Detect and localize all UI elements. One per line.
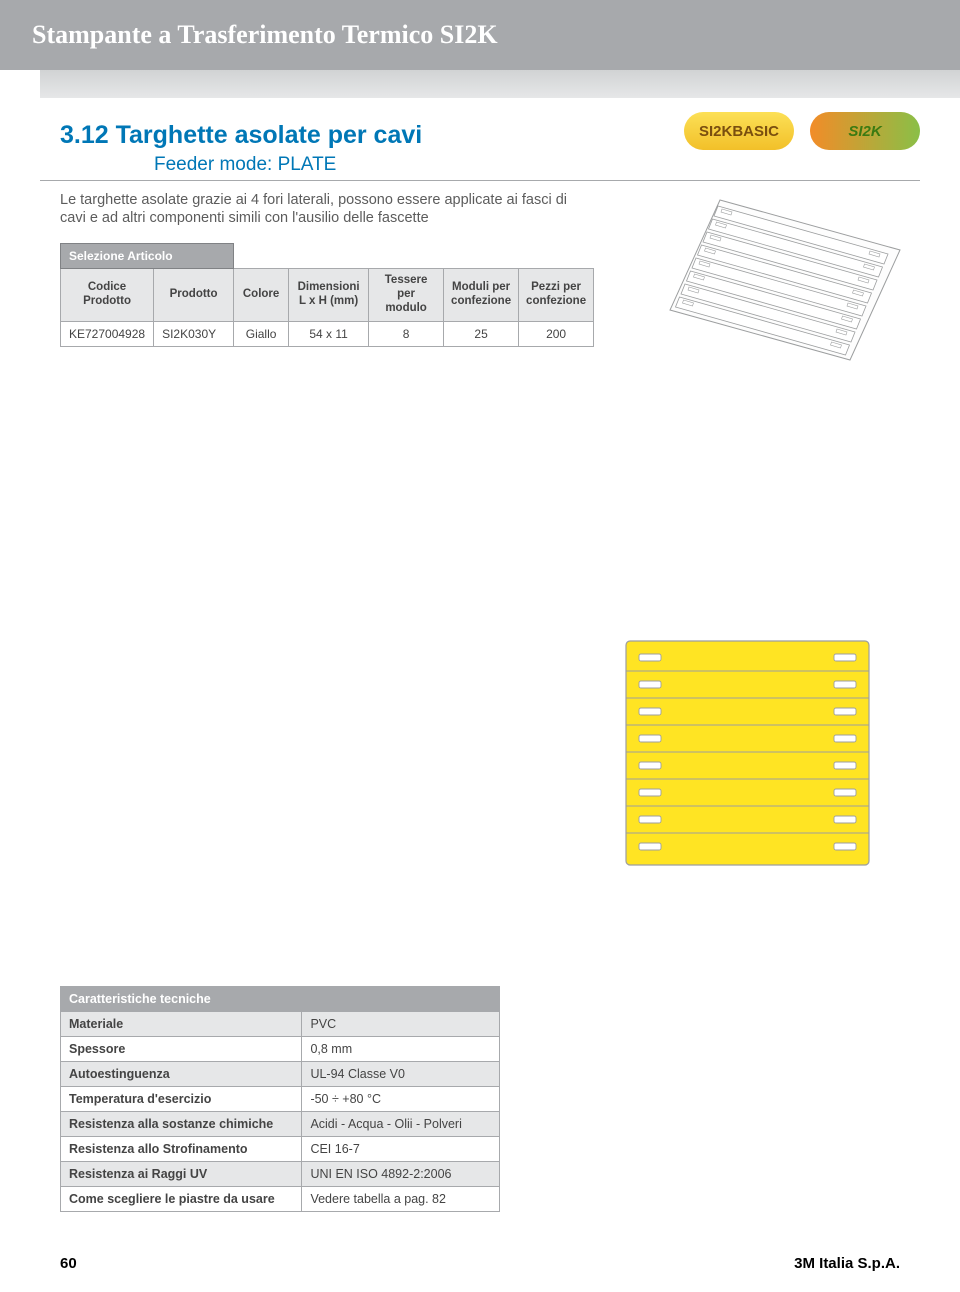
col-colore: Colore — [234, 269, 289, 321]
specs-label: Resistenza ai Raggi UV — [61, 1162, 302, 1187]
specs-row: Resistenza alla sostanze chimicheAcidi -… — [61, 1112, 500, 1137]
specs-label: Resistenza allo Strofinamento — [61, 1137, 302, 1162]
title-bar: Stampante a Trasferimento Termico SI2K — [0, 0, 960, 70]
specs-row: Spessore0,8 mm — [61, 1037, 500, 1062]
specs-label: Temperatura d'esercizio — [61, 1087, 302, 1112]
badge-si2kbasic: SI2KBASIC — [684, 112, 794, 150]
module-svg — [625, 640, 870, 866]
section-description: Le targhette asolate grazie ai 4 fori la… — [0, 191, 620, 227]
specs-row: Resistenza ai Raggi UVUNI EN ISO 4892-2:… — [61, 1162, 500, 1187]
gradient-band — [40, 70, 960, 98]
cell-codice: KE727004928 — [61, 321, 154, 346]
specs-label: Resistenza alla sostanze chimiche — [61, 1112, 302, 1137]
specs-label: Materiale — [61, 1012, 302, 1037]
badges: SI2KBASIC SI2K — [684, 112, 920, 150]
stack-svg — [660, 190, 910, 380]
isometric-diagram — [660, 190, 910, 385]
article-table-wrap: Selezione Articolo Codice Prodotto Prodo… — [60, 243, 630, 346]
table-row: KE727004928 SI2K030Y Giallo 54 x 11 8 25… — [61, 321, 594, 346]
cell-pezzi: 200 — [519, 321, 594, 346]
specs-value: 0,8 mm — [302, 1037, 500, 1062]
cell-tessere: 8 — [369, 321, 444, 346]
page-title: Stampante a Trasferimento Termico SI2K — [32, 20, 498, 50]
specs-row: MaterialePVC — [61, 1012, 500, 1037]
specs-title: Caratteristiche tecniche — [61, 987, 500, 1012]
col-pezzi: Pezzi per confezione — [519, 269, 594, 321]
col-dimensioni: Dimensioni L x H (mm) — [289, 269, 369, 321]
table-header-row: Codice Prodotto Prodotto Colore Dimensio… — [61, 269, 594, 321]
col-prodotto: Prodotto — [154, 269, 234, 321]
feeder-mode: Feeder mode: PLATE — [0, 154, 960, 176]
specs-value: PVC — [302, 1012, 500, 1037]
specs-label: Come scegliere le piastre da usare — [61, 1187, 302, 1212]
specs-value: -50 ÷ +80 °C — [302, 1087, 500, 1112]
specs-value: Acidi - Acqua - Olii - Polveri — [302, 1112, 500, 1137]
article-table: Selezione Articolo Codice Prodotto Prodo… — [60, 243, 594, 346]
specs-row: Come scegliere le piastre da usareVedere… — [61, 1187, 500, 1212]
cell-moduli: 25 — [444, 321, 519, 346]
footer: 60 3M Italia S.p.A. — [60, 1255, 900, 1272]
specs-label: Spessore — [61, 1037, 302, 1062]
col-codice: Codice Prodotto — [61, 269, 154, 321]
cell-dim: 54 x 11 — [289, 321, 369, 346]
specs-value: Vedere tabella a pag. 82 — [302, 1187, 500, 1212]
cell-colore: Giallo — [234, 321, 289, 346]
specs-label: Autoestinguenza — [61, 1062, 302, 1087]
cell-prodotto: SI2K030Y — [154, 321, 234, 346]
specs-value: CEI 16-7 — [302, 1137, 500, 1162]
specs-row: Resistenza allo StrofinamentoCEI 16-7 — [61, 1137, 500, 1162]
specs-table: Caratteristiche tecniche MaterialePVCSpe… — [60, 986, 500, 1212]
page: Stampante a Trasferimento Termico SI2K 3… — [0, 0, 960, 1292]
section-title: 3.12 Targhette asolate per cavi — [60, 121, 422, 150]
page-number: 60 — [60, 1255, 77, 1272]
company-name: 3M Italia S.p.A. — [794, 1255, 900, 1272]
col-moduli: Moduli per confezione — [444, 269, 519, 321]
specs-value: UNI EN ISO 4892-2:2006 — [302, 1162, 500, 1187]
specs-value: UL-94 Classe V0 — [302, 1062, 500, 1087]
table-caption: Selezione Articolo — [61, 244, 234, 269]
col-tessere: Tessere per modulo — [369, 269, 444, 321]
divider-line — [40, 180, 920, 181]
module-diagram — [625, 640, 870, 871]
specs-row: Temperatura d'esercizio-50 ÷ +80 °C — [61, 1087, 500, 1112]
specs-wrap: Caratteristiche tecniche MaterialePVCSpe… — [60, 986, 500, 1212]
specs-row: AutoestinguenzaUL-94 Classe V0 — [61, 1062, 500, 1087]
section-header-row: 3.12 Targhette asolate per cavi SI2KBASI… — [0, 98, 960, 154]
badge-si2k: SI2K — [810, 112, 920, 150]
